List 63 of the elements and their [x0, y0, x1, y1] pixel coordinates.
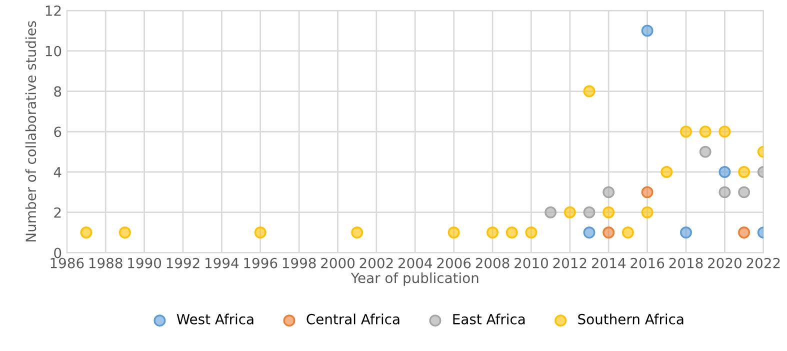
y-tick-label: 2	[54, 207, 61, 218]
x-tick-label: 1996	[244, 258, 278, 268]
point	[80, 226, 92, 239]
point	[680, 226, 692, 239]
y-tick-label: 8	[54, 86, 62, 97]
point	[486, 226, 499, 239]
point	[583, 85, 596, 98]
y-tick-label: 12	[46, 6, 61, 16]
point	[564, 206, 576, 218]
x-tick-label: 2022	[746, 258, 780, 268]
x-axis-title: Year of publication	[350, 272, 478, 286]
point	[641, 24, 654, 37]
point	[641, 206, 654, 218]
point	[660, 166, 673, 178]
x-tick-label: 2020	[708, 258, 742, 268]
x-tick-label: 2014	[592, 258, 626, 268]
point	[602, 186, 615, 198]
point	[583, 226, 596, 239]
y-tick-label: 10	[46, 46, 62, 56]
point	[583, 206, 596, 218]
legend-label: Southern Africa	[578, 314, 684, 324]
point	[448, 226, 460, 239]
point	[738, 226, 750, 239]
point	[680, 126, 692, 138]
x-tick-label: 1990	[128, 258, 162, 268]
x-tick-label: 2016	[630, 258, 664, 268]
point	[641, 186, 654, 198]
x-tick-label: 2018	[669, 258, 703, 268]
point	[544, 206, 557, 218]
x-tick-label: 1994	[206, 258, 239, 268]
x-tick-label: 2012	[553, 258, 586, 268]
x-tick-label: 2008	[476, 258, 510, 268]
point	[718, 186, 731, 198]
legend-label: Central Africa	[306, 314, 400, 324]
x-tick-label: 2000	[321, 258, 355, 268]
point	[254, 226, 266, 239]
point	[738, 186, 750, 198]
point	[351, 226, 364, 239]
point	[699, 126, 712, 138]
y-tick-label: 6	[54, 126, 62, 138]
point	[602, 206, 615, 218]
y-tick-label: 0	[54, 248, 62, 258]
y-axis-title: Number of collaborative studies	[25, 21, 36, 242]
point	[118, 226, 131, 239]
x-tick-label: 2002	[360, 258, 393, 268]
point	[718, 166, 731, 178]
point	[699, 146, 712, 158]
x-tick-label: 2006	[437, 258, 471, 268]
legend-label: West Africa	[176, 314, 254, 324]
x-tick-label: 1992	[166, 258, 200, 268]
point	[525, 226, 538, 239]
y-tick-label: 4	[54, 167, 62, 178]
x-tick-label: 2010	[514, 258, 548, 268]
legend-label: East Africa	[453, 314, 525, 324]
x-tick-label: 1998	[282, 258, 316, 268]
x-tick-label: 2004	[398, 258, 432, 268]
point	[622, 226, 634, 239]
point	[602, 226, 615, 239]
point	[506, 226, 518, 239]
point	[718, 126, 731, 138]
point	[738, 166, 750, 178]
x-tick-label: 1986	[50, 258, 84, 268]
x-tick-label: 1988	[89, 258, 122, 268]
